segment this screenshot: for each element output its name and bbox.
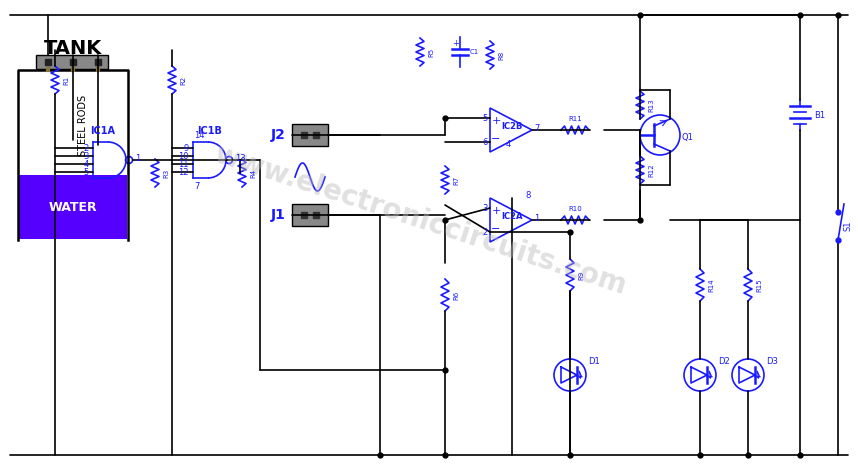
Text: 7: 7 [194,182,199,191]
Text: Q1: Q1 [682,133,694,141]
Text: 3: 3 [482,204,488,212]
Text: IC1A: IC1A [90,126,116,136]
Text: 8: 8 [525,191,531,200]
Text: www.electroniccircuits.com: www.electroniccircuits.com [210,140,630,300]
Bar [292,124,328,146]
Text: 6: 6 [482,138,488,147]
Text: 5: 5 [483,113,488,123]
Text: 7: 7 [534,124,540,133]
Text: B1: B1 [814,110,825,119]
Text: R13: R13 [648,98,654,112]
Text: 14: 14 [194,131,204,140]
Text: R12: R12 [648,163,654,177]
Text: R6: R6 [453,290,459,300]
Text: R10: R10 [568,206,582,212]
Text: 4: 4 [84,159,89,169]
Text: R8: R8 [498,50,504,60]
Text: +: + [492,206,501,216]
Text: −: − [492,224,501,234]
Bar [19,175,127,239]
Text: 9: 9 [184,143,189,152]
Text: 2: 2 [84,143,89,152]
Text: 2: 2 [483,227,488,236]
Text: J2: J2 [271,128,286,142]
Text: D3: D3 [766,357,778,366]
Text: D1: D1 [588,357,600,366]
Text: 3: 3 [83,151,89,160]
Text: 10: 10 [178,151,189,160]
Text: R1: R1 [63,75,69,85]
Text: R7: R7 [453,175,459,185]
Text: IC2B: IC2B [501,122,523,131]
Text: 4: 4 [505,140,511,149]
Text: R5: R5 [428,47,434,56]
Text: WATER: WATER [49,201,97,213]
Text: +: + [492,116,501,126]
Text: R2: R2 [180,76,186,85]
Text: R3: R3 [163,168,169,178]
Text: IC2A: IC2A [501,212,523,220]
Text: TANK: TANK [44,39,102,58]
Text: IC1B: IC1B [197,126,222,136]
Bar [36,55,108,69]
Text: J1: J1 [271,208,286,222]
Text: D2: D2 [718,357,730,366]
Text: R11: R11 [568,116,582,122]
Text: R15: R15 [756,278,762,292]
Text: 12: 12 [178,167,189,177]
Text: R14: R14 [708,278,714,292]
Text: 13: 13 [235,154,245,163]
Text: +: + [452,39,459,48]
Text: R4: R4 [250,168,256,178]
Text: 1: 1 [534,213,539,222]
Text: 1: 1 [135,154,140,163]
Text: STEEL RODS: STEEL RODS [78,94,88,156]
Bar [292,204,328,226]
Text: −: − [492,134,501,144]
Text: R9: R9 [578,270,584,280]
Text: 5: 5 [84,167,89,177]
Text: 11: 11 [178,159,189,169]
Text: S1: S1 [844,221,853,231]
Text: C1: C1 [470,49,480,55]
